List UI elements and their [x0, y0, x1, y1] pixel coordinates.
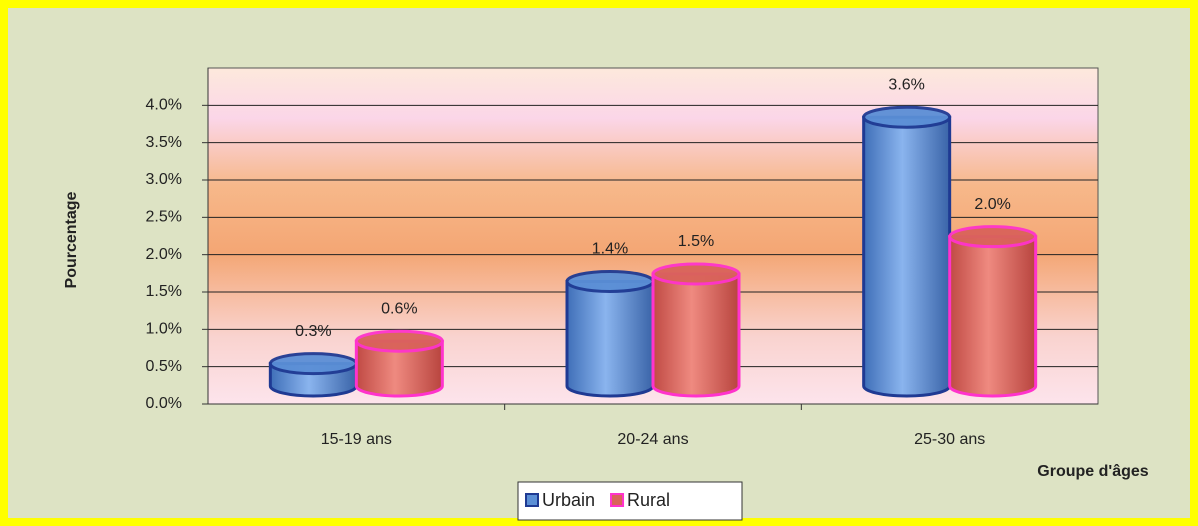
- legend-label: Rural: [627, 490, 670, 510]
- y-tick-label: 2.5%: [146, 209, 182, 226]
- data-label: 1.5%: [678, 233, 714, 250]
- y-tick-label: 2.0%: [146, 246, 182, 263]
- y-tick-label: 0.0%: [146, 395, 182, 412]
- data-label: 2.0%: [974, 196, 1010, 213]
- legend-label: Urbain: [542, 490, 595, 510]
- bar: [354, 339, 444, 398]
- legend-swatch: [525, 493, 539, 507]
- data-label: 3.6%: [888, 76, 924, 93]
- bar-top: [354, 329, 444, 353]
- y-tick-label: 1.5%: [146, 283, 182, 300]
- x-tick-label: 20-24 ans: [617, 431, 688, 448]
- bar-top: [948, 225, 1038, 249]
- y-axis-title: Pourcentage: [63, 191, 80, 288]
- y-tick-label: 3.5%: [146, 134, 182, 151]
- bar: [862, 115, 952, 398]
- y-tick-label: 0.5%: [146, 358, 182, 375]
- data-label: 0.6%: [381, 300, 417, 317]
- bar: [651, 272, 741, 398]
- bar-top: [268, 352, 358, 376]
- data-label: 1.4%: [592, 241, 628, 258]
- x-tick-label: 15-19 ans: [321, 431, 392, 448]
- bar: [948, 235, 1038, 398]
- bar-top: [862, 105, 952, 129]
- y-tick-label: 1.0%: [146, 321, 182, 338]
- data-label: 0.3%: [295, 323, 331, 340]
- legend-swatch: [610, 493, 625, 507]
- bar-top: [651, 262, 741, 286]
- x-axis-title: Groupe d'âges: [1037, 463, 1148, 480]
- x-tick-label: 25-30 ans: [914, 431, 985, 448]
- bar-top: [565, 269, 655, 293]
- bar: [565, 279, 655, 398]
- y-tick-label: 3.0%: [146, 171, 182, 188]
- legend: [517, 481, 743, 521]
- y-tick-label: 4.0%: [146, 97, 182, 114]
